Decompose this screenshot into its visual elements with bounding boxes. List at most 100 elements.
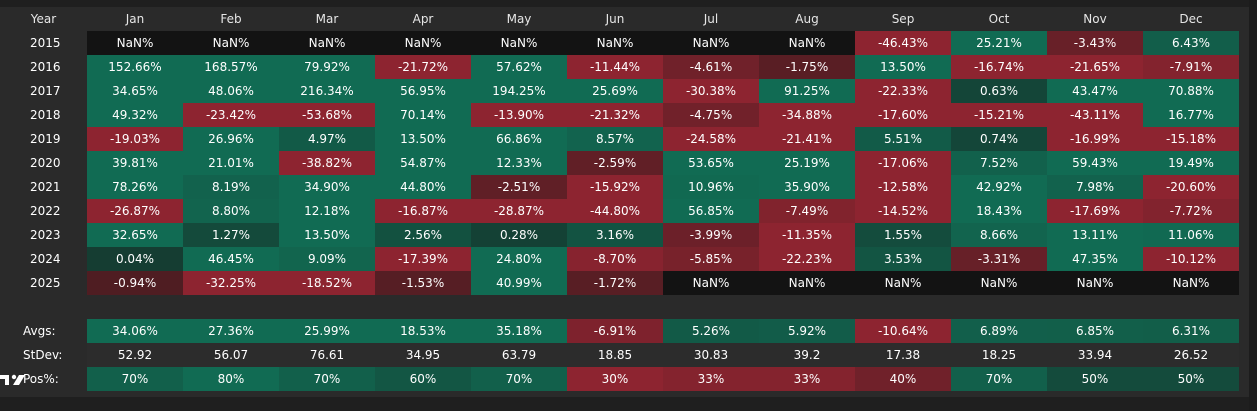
return-cell-2022-aug: -7.49% (759, 199, 855, 223)
stat-cell-stdev-dec: 26.52 (1143, 343, 1239, 367)
return-cell-2016-apr: -21.72% (375, 55, 471, 79)
spacer-cell (1143, 295, 1239, 319)
return-cell-2017-may: 194.25% (471, 79, 567, 103)
return-cell-2020-apr: 54.87% (375, 151, 471, 175)
month-header-jan: Jan (125, 12, 145, 26)
return-cell-2015-dec: 6.43% (1143, 31, 1239, 55)
stat-cell-avgs-aug: 5.92% (759, 319, 855, 343)
return-cell-2018-dec: 16.77% (1143, 103, 1239, 127)
return-cell-2018-jul: -4.75% (663, 103, 759, 127)
stat-label-stdev: StDev: (23, 348, 63, 362)
return-cell-2017-jun: 25.69% (567, 79, 663, 103)
month-header-dec: Dec (1179, 12, 1203, 26)
return-cell-2022-jan: -26.87% (87, 199, 183, 223)
stat-cell-stdev-nov: 33.94 (1047, 343, 1143, 367)
return-cell-2025-may: 40.99% (471, 271, 567, 295)
stat-cell-stdev-jun: 18.85 (567, 343, 663, 367)
return-cell-2021-jan: 78.26% (87, 175, 183, 199)
year-label-2024: 2024 (30, 252, 61, 266)
month-header-may: May (506, 12, 532, 26)
return-cell-2017-jan: 34.65% (87, 79, 183, 103)
return-cell-2015-nov: -3.43% (1047, 31, 1143, 55)
year-label-2022: 2022 (30, 204, 61, 218)
stat-cell-avgs-jan: 34.06% (87, 319, 183, 343)
return-cell-2024-dec: -10.12% (1143, 247, 1239, 271)
return-cell-2019-nov: -16.99% (1047, 127, 1143, 151)
month-header-feb: Feb (220, 12, 242, 26)
return-cell-2019-mar: 4.97% (279, 127, 375, 151)
return-cell-2016-oct: -16.74% (951, 55, 1047, 79)
return-cell-2021-oct: 42.92% (951, 175, 1047, 199)
stat-cell-pos-jun: 30% (567, 367, 663, 391)
return-cell-2024-feb: 46.45% (183, 247, 279, 271)
spacer-cell (471, 295, 567, 319)
month-header-aug: Aug (795, 12, 819, 26)
return-cell-2021-may: -2.51% (471, 175, 567, 199)
stat-cell-stdev-apr: 34.95 (375, 343, 471, 367)
return-cell-2018-jan: 49.32% (87, 103, 183, 127)
stat-label-avgs: Avgs: (23, 324, 56, 338)
return-cell-2019-apr: 13.50% (375, 127, 471, 151)
return-cell-2022-may: -28.87% (471, 199, 567, 223)
return-cell-2024-may: 24.80% (471, 247, 567, 271)
return-cell-2020-nov: 59.43% (1047, 151, 1143, 175)
return-cell-2023-dec: 11.06% (1143, 223, 1239, 247)
return-cell-2019-sep: 5.51% (855, 127, 951, 151)
return-cell-2022-sep: -14.52% (855, 199, 951, 223)
return-cell-2018-feb: -23.42% (183, 103, 279, 127)
return-cell-2025-nov: NaN% (1047, 271, 1143, 295)
stat-cell-pos-apr: 60% (375, 367, 471, 391)
return-cell-2018-apr: 70.14% (375, 103, 471, 127)
spacer-cell (1047, 295, 1143, 319)
stat-cell-avgs-jul: 5.26% (663, 319, 759, 343)
return-cell-2025-jul: NaN% (663, 271, 759, 295)
stat-cell-pos-feb: 80% (183, 367, 279, 391)
return-cell-2022-jun: -44.80% (567, 199, 663, 223)
stat-cell-pos-aug: 33% (759, 367, 855, 391)
return-cell-2022-jul: 56.85% (663, 199, 759, 223)
return-cell-2025-jan: -0.94% (87, 271, 183, 295)
return-cell-2017-mar: 216.34% (279, 79, 375, 103)
year-label-2015: 2015 (30, 36, 61, 50)
stat-cell-avgs-jun: -6.91% (567, 319, 663, 343)
return-cell-2023-jul: -3.99% (663, 223, 759, 247)
return-cell-2023-mar: 13.50% (279, 223, 375, 247)
return-cell-2022-apr: -16.87% (375, 199, 471, 223)
return-cell-2023-jun: 3.16% (567, 223, 663, 247)
spacer-cell (87, 295, 183, 319)
return-cell-2023-may: 0.28% (471, 223, 567, 247)
return-cell-2025-sep: NaN% (855, 271, 951, 295)
return-cell-2018-oct: -15.21% (951, 103, 1047, 127)
return-cell-2025-oct: NaN% (951, 271, 1047, 295)
return-cell-2015-mar: NaN% (279, 31, 375, 55)
return-cell-2017-dec: 70.88% (1143, 79, 1239, 103)
spacer-cell (663, 295, 759, 319)
return-cell-2018-sep: -17.60% (855, 103, 951, 127)
stat-cell-avgs-dec: 6.31% (1143, 319, 1239, 343)
return-cell-2016-dec: -7.91% (1143, 55, 1239, 79)
month-header-jun: Jun (605, 12, 625, 26)
spacer-cell (855, 295, 951, 319)
return-cell-2016-jan: 152.66% (87, 55, 183, 79)
month-header-oct: Oct (988, 12, 1010, 26)
stat-cell-pos-mar: 70% (279, 367, 375, 391)
stat-cell-stdev-jan: 52.92 (87, 343, 183, 367)
return-cell-2025-apr: -1.53% (375, 271, 471, 295)
stat-cell-stdev-sep: 17.38 (855, 343, 951, 367)
return-cell-2021-dec: -20.60% (1143, 175, 1239, 199)
spacer-cell (375, 295, 471, 319)
return-cell-2016-may: 57.62% (471, 55, 567, 79)
return-cell-2017-apr: 56.95% (375, 79, 471, 103)
year-label-2017: 2017 (30, 84, 61, 98)
return-cell-2020-sep: -17.06% (855, 151, 951, 175)
stat-cell-pos-may: 70% (471, 367, 567, 391)
stat-cell-avgs-mar: 25.99% (279, 319, 375, 343)
return-cell-2018-may: -13.90% (471, 103, 567, 127)
return-cell-2017-jul: -30.38% (663, 79, 759, 103)
return-cell-2021-jul: 10.96% (663, 175, 759, 199)
return-cell-2022-nov: -17.69% (1047, 199, 1143, 223)
year-label-2016: 2016 (30, 60, 61, 74)
month-header-jul: Jul (703, 12, 719, 26)
return-cell-2020-mar: -38.82% (279, 151, 375, 175)
spacer-cell (567, 295, 663, 319)
